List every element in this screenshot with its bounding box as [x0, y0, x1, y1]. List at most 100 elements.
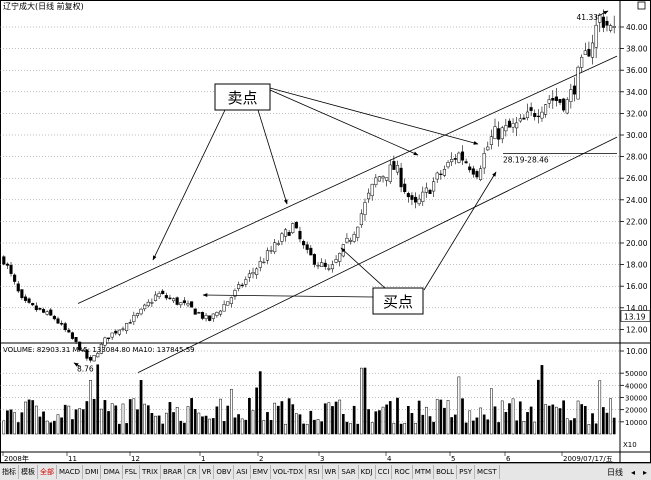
candle-body: [525, 111, 530, 119]
volume-bar: [49, 422, 53, 435]
price-tick-label: 34.00: [626, 88, 648, 97]
volume-bar: [291, 404, 295, 435]
volume-bar: [367, 409, 370, 435]
volume-bar: [258, 371, 262, 435]
volume-bar: [298, 414, 302, 435]
candle-body: [605, 20, 609, 26]
indicator-tab[interactable]: EMV: [251, 465, 271, 479]
candle-body: [468, 166, 472, 171]
indicator-tab[interactable]: 指标: [0, 465, 19, 479]
candle-body: [334, 259, 338, 263]
indicator-tab[interactable]: VOL-TDX: [271, 465, 307, 479]
indicator-tab[interactable]: 模板: [19, 465, 38, 479]
indicator-tab[interactable]: OBV: [214, 465, 235, 479]
candle-body: [45, 311, 49, 315]
candle-body: [580, 56, 584, 68]
indicator-tab[interactable]: FSL: [123, 465, 140, 479]
candle-body: [598, 14, 602, 23]
candle-body: [327, 268, 331, 270]
candle-body: [244, 279, 248, 285]
indicator-tab[interactable]: ASI: [234, 465, 251, 479]
indicator-tab[interactable]: BOLL: [434, 465, 458, 479]
volume-bar: [280, 401, 284, 435]
volume-bar: [262, 420, 266, 435]
candle-body: [312, 254, 316, 265]
indicator-tab[interactable]: DMI: [83, 465, 102, 479]
volume-bar: [396, 397, 399, 435]
indicator-tab[interactable]: MTM: [413, 465, 435, 479]
candle-body: [258, 261, 262, 268]
candle-body: [204, 315, 208, 320]
volume-bar: [349, 423, 352, 435]
volume-bar: [71, 419, 74, 435]
volume-bar: [295, 413, 298, 435]
candle-body: [85, 349, 89, 359]
volume-bar: [555, 406, 558, 435]
price-tick-label: 28.00: [626, 153, 648, 162]
volume-bar: [471, 420, 475, 435]
channel-upper-line: [77, 55, 618, 304]
indicator-tab[interactable]: ROC: [392, 465, 413, 479]
sell-point-box: [214, 83, 271, 111]
candle-body: [106, 337, 111, 340]
indicator-tab[interactable]: 全部: [38, 465, 57, 479]
candle-body: [428, 189, 432, 194]
indicator-tab[interactable]: BRAR: [161, 465, 185, 479]
indicator-tab[interactable]: MCST: [475, 465, 500, 479]
time-axis: 2008年 11 12 1 2 3 4 5 6 2009/07/17/五: [2, 452, 613, 463]
volume-bar: [99, 408, 103, 435]
volume-bar: [150, 412, 154, 435]
candle-body: [395, 165, 400, 173]
volume-bar: [457, 376, 461, 435]
volume-bar: [594, 423, 598, 435]
volume-bar: [399, 423, 403, 435]
maximize-icon[interactable]: [637, 1, 646, 10]
indicator-tab[interactable]: SAR: [339, 465, 359, 479]
indicator-tab[interactable]: TRIX: [140, 465, 161, 479]
indicator-tab[interactable]: DMA: [101, 465, 123, 479]
candle-body: [533, 113, 537, 117]
volume-bar: [215, 406, 219, 435]
indicator-tab[interactable]: CCI: [376, 465, 393, 479]
time-tick-label: 12: [131, 455, 140, 463]
indicator-tab[interactable]: VR: [200, 465, 215, 479]
indicator-tab[interactable]: RSI: [306, 465, 323, 479]
scroll-left-icon[interactable]: ◂: [630, 467, 635, 477]
volume-bar: [240, 418, 244, 435]
low-marker: [73, 362, 81, 367]
candle-body: [587, 49, 591, 57]
volume-bar: [121, 403, 125, 435]
candle-body: [450, 159, 454, 163]
volume-bar: [143, 403, 147, 435]
volume-bar: [605, 412, 609, 435]
volume-bar: [598, 380, 602, 435]
scroll-right-icon[interactable]: ▸: [642, 467, 647, 477]
period-label[interactable]: 日线: [606, 467, 623, 477]
volume-bar: [78, 408, 82, 435]
price-tick-label: 16.00: [626, 282, 648, 291]
indicator-tab[interactable]: CR: [185, 465, 200, 479]
indicator-tab[interactable]: PSY: [457, 465, 476, 479]
volume-bar: [244, 419, 248, 435]
indicator-tab[interactable]: WR: [323, 465, 340, 479]
candle-body: [157, 292, 161, 298]
volume-bar: [269, 420, 273, 435]
volume-bar: [172, 412, 175, 435]
candle-body: [406, 193, 410, 198]
indicator-tab[interactable]: MACD: [57, 465, 83, 479]
sell-arrow: [269, 89, 419, 156]
volume-bar: [435, 399, 439, 435]
candle-body: [536, 115, 540, 118]
candle-body: [432, 181, 436, 192]
volume-bar: [417, 400, 421, 435]
volume-bar: [587, 424, 591, 435]
candle-body: [435, 172, 439, 180]
volume-bar: [591, 413, 594, 435]
volume-bar: [370, 422, 374, 435]
volume-bar: [352, 405, 356, 435]
candle-body: [128, 322, 132, 324]
candle-body: [251, 272, 255, 275]
candle-body: [150, 302, 154, 304]
indicator-tab[interactable]: KDJ: [359, 465, 376, 479]
volume-bar: [583, 406, 587, 435]
